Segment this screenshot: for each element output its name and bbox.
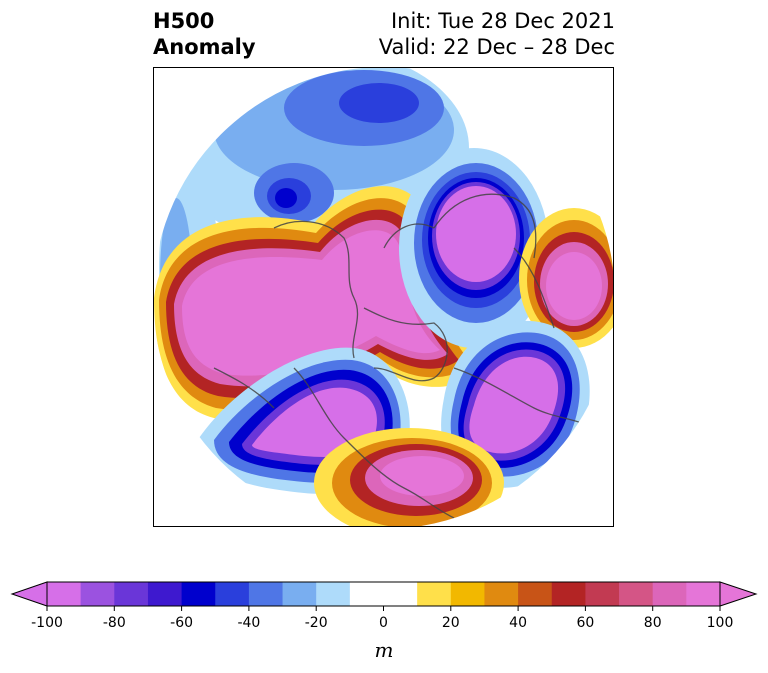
colorbar-cell bbox=[316, 582, 351, 606]
colorbar-cell bbox=[551, 582, 586, 606]
colorbar-cell bbox=[248, 582, 284, 606]
valid-period: Valid: 22 Dec – 28 Dec bbox=[378, 35, 615, 59]
colorbar-cell bbox=[484, 582, 519, 606]
negative-anomaly-europe bbox=[399, 148, 549, 348]
colorbar-cell bbox=[215, 582, 250, 606]
colorbar-cells bbox=[10, 581, 758, 607]
title-right: Init: Tue 28 Dec 2021 Valid: 22 Dec – 28… bbox=[379, 8, 615, 60]
colorbar-cell bbox=[686, 582, 721, 606]
colorbar-tick-label: -40 bbox=[237, 615, 260, 631]
colorbar-tick-label: 80 bbox=[644, 615, 662, 631]
colorbar-cell bbox=[282, 582, 317, 606]
colorbar-cell bbox=[518, 582, 553, 606]
colorbar-cell bbox=[181, 582, 216, 606]
colorbar-cell bbox=[47, 582, 82, 606]
colorbar-tick-label: 20 bbox=[442, 615, 460, 631]
colorbar-tick-label: 60 bbox=[576, 615, 594, 631]
anomaly-field bbox=[154, 68, 613, 526]
map-canvas bbox=[154, 68, 613, 526]
colorbar-tick-label: 0 bbox=[379, 615, 388, 631]
colorbar-ticks: -100 -80 -60 -40 -20 0 20 40 60 80 100 bbox=[31, 606, 733, 631]
colorbar-tick-label: 40 bbox=[509, 615, 527, 631]
colorbar-cell bbox=[585, 582, 620, 606]
colorbar: -100 -80 -60 -40 -20 0 20 40 60 80 100 m bbox=[10, 581, 758, 662]
variable-subtitle: Anomaly bbox=[153, 35, 256, 59]
init-time: Init: Tue 28 Dec 2021 bbox=[390, 9, 615, 33]
colorbar-cell bbox=[652, 582, 687, 606]
colorbar-extend-max bbox=[719, 581, 758, 607]
variable-title: H500 bbox=[153, 9, 215, 33]
colorbar-tick-label: -80 bbox=[103, 615, 126, 631]
colorbar-tick-label: -60 bbox=[170, 615, 193, 631]
positive-anomaly-pacific bbox=[154, 186, 484, 420]
title-left: H500 Anomaly bbox=[153, 8, 256, 60]
coastlines bbox=[213, 193, 595, 519]
colorbar-cell bbox=[450, 582, 485, 606]
colorbar-cell bbox=[417, 582, 452, 606]
colorbar-cell bbox=[383, 582, 418, 606]
colorbar-tick-label: -20 bbox=[305, 615, 328, 631]
colorbar-tick-label: 100 bbox=[707, 615, 734, 631]
positive-anomaly-east bbox=[519, 208, 613, 348]
colorbar-cell bbox=[619, 582, 654, 606]
colorbar-cell bbox=[349, 582, 384, 606]
colorbar-cell bbox=[80, 582, 115, 606]
colorbar-cell bbox=[147, 582, 183, 606]
anomaly-map bbox=[153, 67, 614, 527]
colorbar-unit-label: m bbox=[375, 638, 394, 662]
colorbar-tick-label: -100 bbox=[31, 615, 63, 631]
colorbar-extend-min bbox=[10, 581, 48, 607]
colorbar-cell bbox=[114, 582, 149, 606]
